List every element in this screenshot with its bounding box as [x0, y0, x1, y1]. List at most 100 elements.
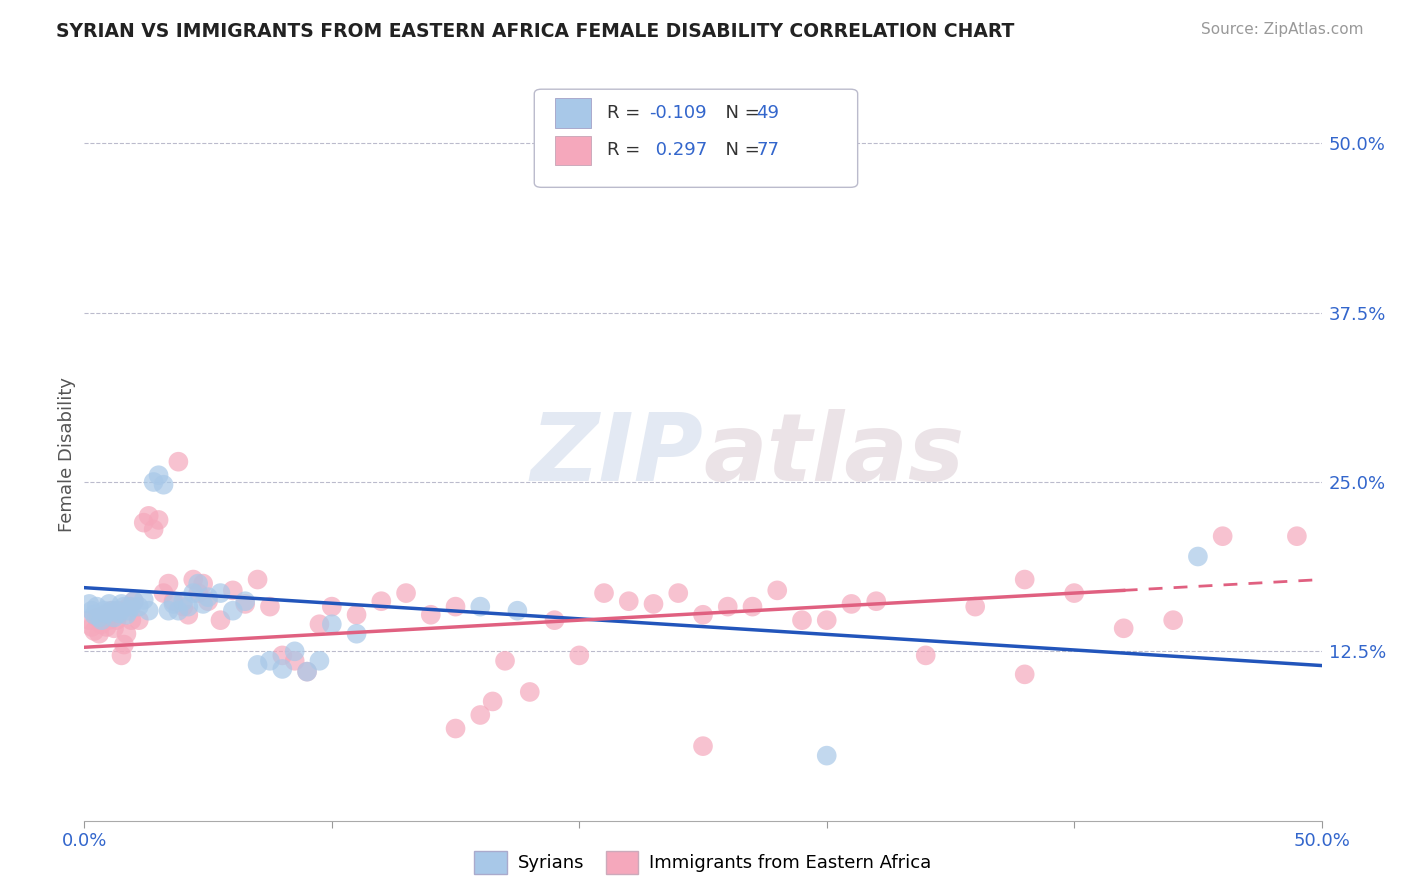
Point	[370, 594, 392, 608]
Point	[110, 597, 132, 611]
Point	[167, 455, 190, 469]
Point	[120, 613, 142, 627]
Point	[284, 654, 307, 668]
Point	[98, 613, 121, 627]
Point	[177, 607, 200, 622]
Text: -0.109: -0.109	[650, 103, 707, 122]
Point	[148, 513, 170, 527]
Text: R =: R =	[607, 103, 647, 122]
Point	[79, 613, 101, 627]
Text: 49: 49	[756, 103, 779, 122]
Point	[157, 604, 180, 618]
Point	[1161, 613, 1184, 627]
Text: N =: N =	[714, 141, 766, 160]
Point	[162, 594, 184, 608]
Point	[105, 613, 128, 627]
Point	[162, 597, 184, 611]
Point	[395, 586, 418, 600]
Point	[481, 694, 503, 708]
Point	[105, 604, 128, 618]
Point	[118, 599, 141, 614]
Point	[494, 654, 516, 668]
Point	[308, 654, 330, 668]
Point	[110, 648, 132, 663]
Point	[1014, 573, 1036, 587]
Point	[181, 573, 204, 587]
Point	[222, 583, 245, 598]
Point	[108, 604, 131, 618]
Point	[246, 573, 269, 587]
Point	[187, 586, 209, 600]
Point	[444, 722, 467, 736]
Text: 77: 77	[756, 141, 779, 160]
Point	[115, 626, 138, 640]
Text: N =: N =	[714, 103, 766, 122]
Text: atlas: atlas	[703, 409, 965, 501]
Point	[271, 648, 294, 663]
Point	[122, 594, 145, 608]
Point	[152, 586, 174, 600]
Text: SYRIAN VS IMMIGRANTS FROM EASTERN AFRICA FEMALE DISABILITY CORRELATION CHART: SYRIAN VS IMMIGRANTS FROM EASTERN AFRICA…	[56, 22, 1015, 41]
Point	[209, 613, 232, 627]
Point	[120, 599, 142, 614]
Point	[142, 523, 165, 537]
Point	[692, 607, 714, 622]
Point	[506, 604, 529, 618]
Point	[965, 599, 987, 614]
Point	[132, 592, 155, 607]
Point	[172, 599, 194, 614]
Text: ZIP: ZIP	[530, 409, 703, 501]
Point	[83, 607, 105, 622]
Point	[209, 586, 232, 600]
Point	[103, 621, 125, 635]
Point	[419, 607, 441, 622]
Point	[191, 597, 214, 611]
Point	[470, 599, 492, 614]
Point	[172, 594, 194, 608]
Point	[89, 610, 111, 624]
Point	[692, 739, 714, 753]
Point	[233, 597, 256, 611]
Point	[593, 586, 616, 600]
Point	[80, 604, 103, 618]
Point	[271, 662, 294, 676]
Text: 0.297: 0.297	[650, 141, 707, 160]
Point	[841, 597, 863, 611]
Point	[96, 607, 118, 621]
Point	[470, 708, 492, 723]
Point	[259, 599, 281, 614]
Point	[519, 685, 541, 699]
Point	[233, 594, 256, 608]
Point	[90, 613, 112, 627]
Point	[284, 644, 307, 658]
Point	[90, 617, 112, 632]
Point	[321, 617, 343, 632]
Point	[112, 638, 135, 652]
Point	[80, 620, 103, 634]
Point	[321, 599, 343, 614]
Point	[142, 475, 165, 489]
Point	[444, 599, 467, 614]
Point	[1014, 667, 1036, 681]
Point	[815, 613, 838, 627]
Point	[93, 604, 115, 618]
Point	[93, 607, 115, 622]
Point	[191, 576, 214, 591]
Point	[83, 624, 105, 638]
Point	[86, 610, 108, 624]
Point	[865, 594, 887, 608]
Point	[96, 620, 118, 634]
Point	[86, 599, 108, 614]
Point	[617, 594, 640, 608]
Point	[138, 604, 160, 618]
Point	[222, 604, 245, 618]
Point	[177, 599, 200, 614]
Point	[157, 576, 180, 591]
Point	[128, 613, 150, 627]
Point	[181, 586, 204, 600]
Point	[643, 597, 665, 611]
Point	[187, 576, 209, 591]
Point	[246, 657, 269, 672]
Point	[138, 508, 160, 523]
Point	[132, 516, 155, 530]
